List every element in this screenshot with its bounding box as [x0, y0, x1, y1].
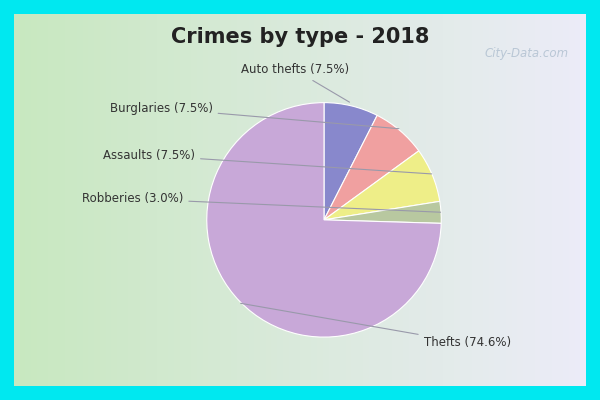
Text: Auto thefts (7.5%): Auto thefts (7.5%) — [241, 63, 350, 102]
Text: Thefts (74.6%): Thefts (74.6%) — [241, 303, 511, 350]
Wedge shape — [207, 103, 441, 337]
Wedge shape — [324, 103, 377, 220]
Text: City-Data.com: City-Data.com — [485, 48, 569, 60]
Wedge shape — [324, 151, 440, 220]
Wedge shape — [324, 201, 441, 223]
Text: Burglaries (7.5%): Burglaries (7.5%) — [110, 102, 399, 129]
Wedge shape — [324, 115, 419, 220]
Text: Assaults (7.5%): Assaults (7.5%) — [103, 149, 432, 174]
Text: Robberies (3.0%): Robberies (3.0%) — [82, 192, 440, 212]
Text: Crimes by type - 2018: Crimes by type - 2018 — [171, 27, 429, 47]
